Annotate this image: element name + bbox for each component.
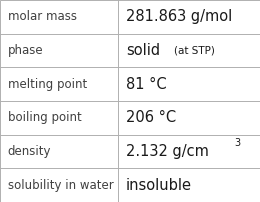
Text: 281.863 g/mol: 281.863 g/mol bbox=[126, 9, 232, 24]
Text: phase: phase bbox=[8, 44, 43, 57]
Text: molar mass: molar mass bbox=[8, 10, 77, 23]
Text: solid: solid bbox=[126, 43, 160, 58]
Text: density: density bbox=[8, 145, 51, 158]
Text: melting point: melting point bbox=[8, 78, 87, 91]
Text: (at STP): (at STP) bbox=[174, 45, 215, 56]
Text: 3: 3 bbox=[234, 138, 241, 148]
Text: 206 °C: 206 °C bbox=[126, 110, 176, 125]
Text: solubility in water: solubility in water bbox=[8, 179, 114, 192]
Text: insoluble: insoluble bbox=[126, 178, 192, 193]
Text: boiling point: boiling point bbox=[8, 111, 82, 124]
Text: 2.132 g/cm: 2.132 g/cm bbox=[126, 144, 209, 159]
Text: 81 °C: 81 °C bbox=[126, 77, 167, 92]
